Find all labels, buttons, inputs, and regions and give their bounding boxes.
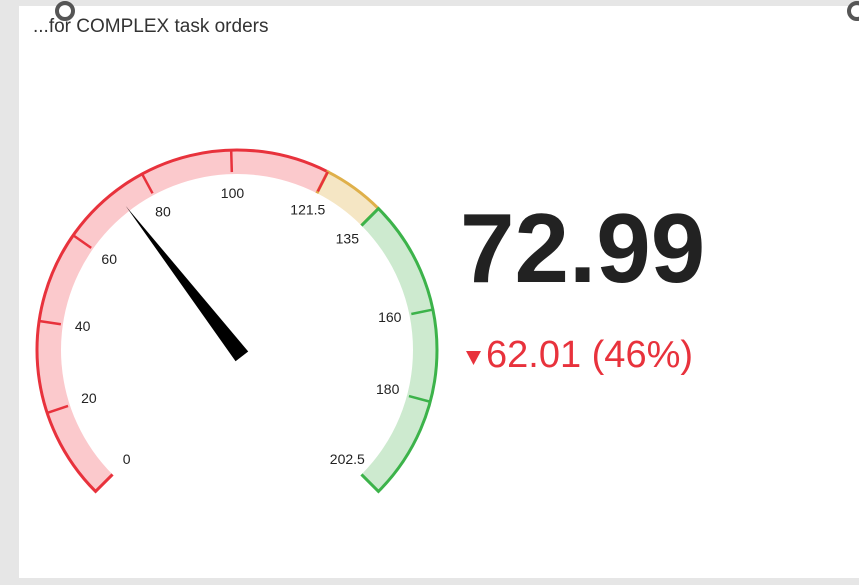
tick-mark (72, 234, 92, 249)
tick-mark (316, 171, 329, 192)
tick-mark (408, 394, 431, 403)
tick-label: 100 (221, 185, 245, 201)
value-label: 72.99 (460, 193, 705, 303)
tick-label: 121.5 (290, 202, 325, 218)
panel (19, 6, 859, 578)
gauge-band (36, 149, 328, 492)
tick-label: 0 (123, 451, 131, 467)
gauge-band (316, 171, 379, 226)
tick-label: 202.5 (330, 451, 365, 467)
tick-mark (140, 173, 154, 194)
gauge-band-edge (360, 206, 439, 494)
panel-handle[interactable] (847, 1, 859, 21)
chart-title: ...for COMPLEX task orders (33, 16, 268, 37)
panel-handle[interactable] (55, 1, 75, 21)
delta-arrow (466, 351, 481, 365)
tick-mark (46, 404, 69, 415)
tick-mark (229, 150, 234, 173)
tick-mark (94, 474, 113, 493)
tick-label: 60 (101, 251, 117, 267)
tick-mark (361, 207, 380, 226)
needle (125, 205, 249, 362)
gauge-band-edge (35, 148, 330, 494)
tick-mark (411, 308, 434, 316)
tick-label: 180 (376, 381, 400, 397)
tick-label: 20 (81, 390, 97, 406)
tick-mark (361, 474, 380, 493)
delta-label: 62.01 (46%) (486, 334, 693, 376)
tick-label: 160 (378, 309, 402, 325)
tick-mark (38, 319, 62, 326)
tick-label: 40 (75, 318, 91, 334)
tick-label: 135 (336, 230, 360, 246)
tick-label: 80 (155, 203, 171, 219)
gauge-band (361, 208, 437, 492)
